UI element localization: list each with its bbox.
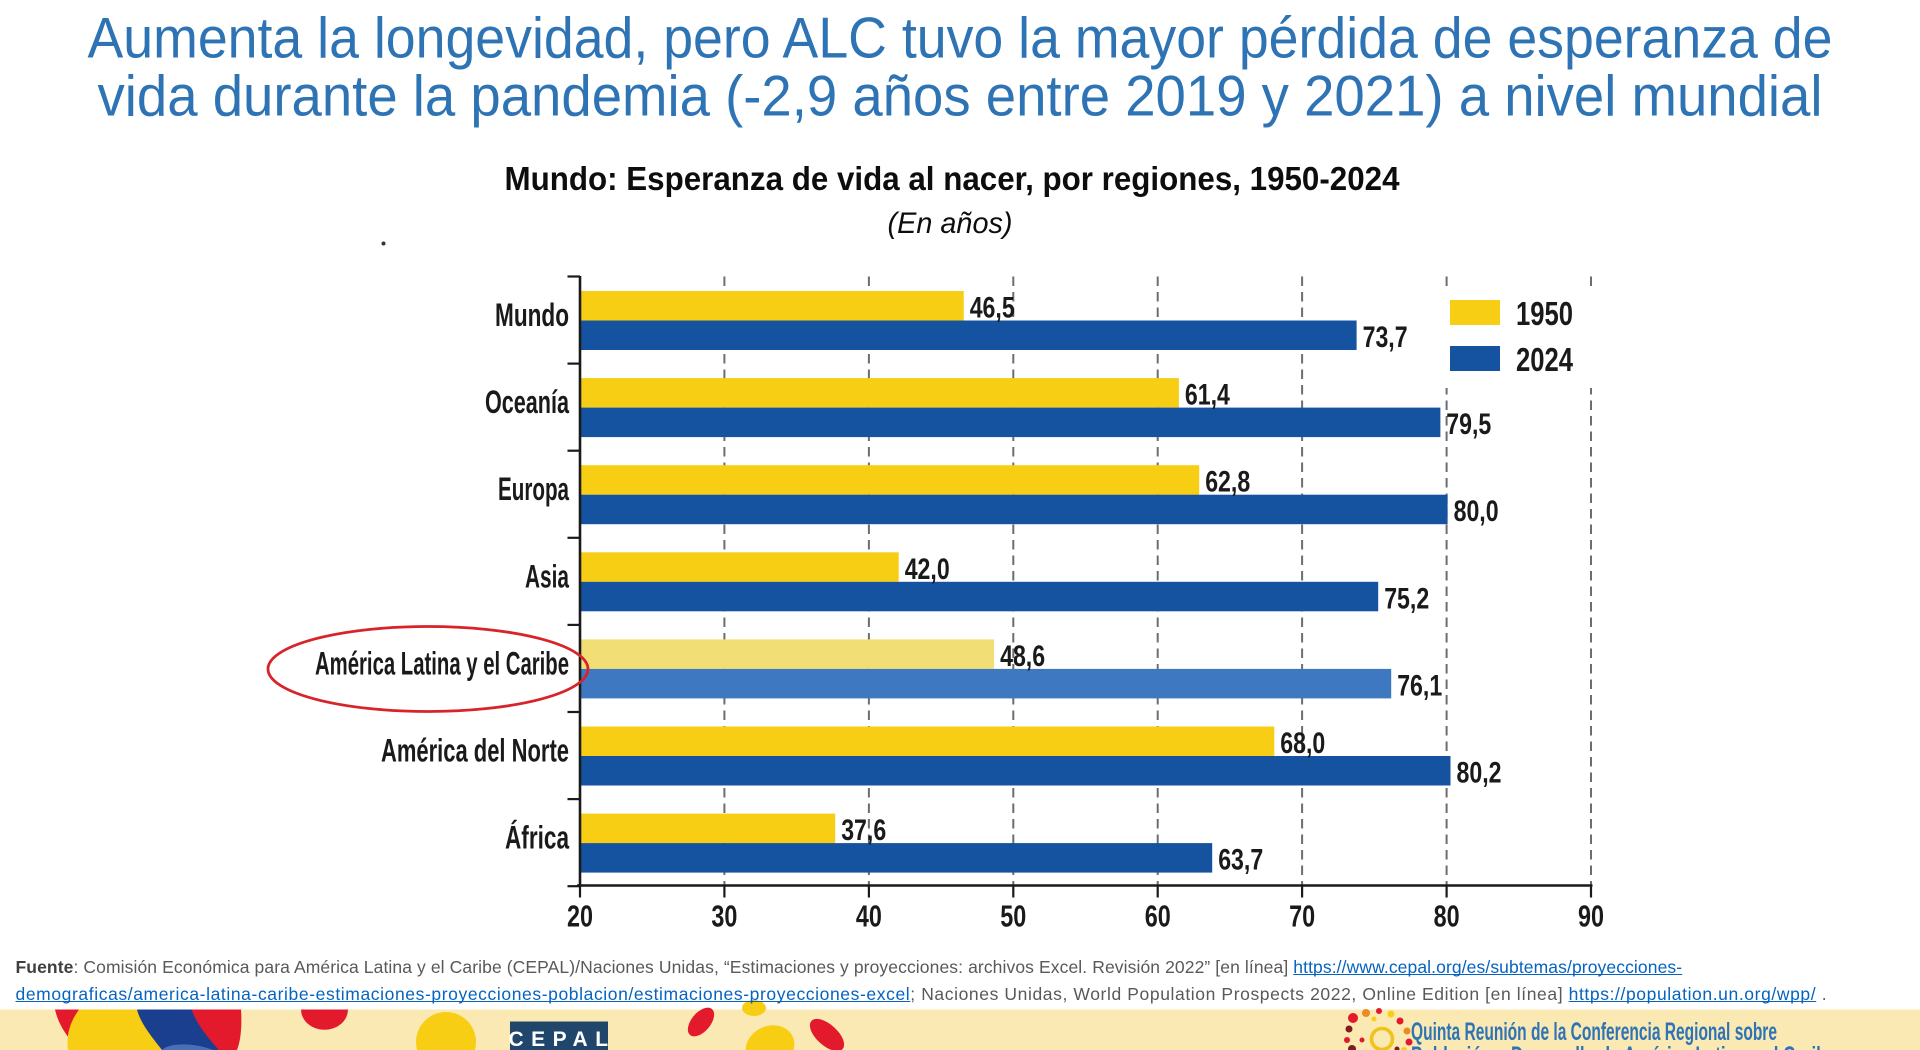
svg-text:76,1: 76,1	[1397, 669, 1442, 702]
svg-text:Quinta Reunión de la Conferenc: Quinta Reunión de la Conferencia Regiona…	[1411, 1018, 1777, 1046]
svg-text:60: 60	[1145, 899, 1171, 934]
svg-text:79,5: 79,5	[1446, 408, 1491, 441]
svg-text:80,2: 80,2	[1457, 757, 1502, 790]
svg-text:50: 50	[1000, 899, 1026, 934]
svg-text:África: África	[505, 820, 569, 856]
svg-text:75,2: 75,2	[1384, 582, 1429, 615]
svg-text:Mundo: Esperanza de vida al na: Mundo: Esperanza de vida al nacer, por r…	[505, 161, 1400, 198]
svg-text:(En años): (En años)	[888, 207, 1013, 240]
svg-text:48,6: 48,6	[1000, 640, 1045, 673]
svg-text:37,6: 37,6	[841, 814, 886, 847]
svg-text:Oceanía: Oceanía	[485, 384, 569, 420]
svg-text:Aumenta la longevidad, pero AL: Aumenta la longevidad, pero ALC tuvo la …	[88, 7, 1833, 71]
svg-text:46,5: 46,5	[970, 292, 1015, 325]
svg-text:30: 30	[711, 899, 737, 934]
svg-text:Mundo: Mundo	[495, 297, 569, 333]
svg-text:68,0: 68,0	[1280, 727, 1325, 760]
svg-text:73,7: 73,7	[1363, 321, 1408, 354]
svg-text:vida durante la pandemia (-2,9: vida durante la pandemia (-2,9 años entr…	[98, 65, 1823, 129]
svg-text:20: 20	[567, 899, 593, 934]
svg-text:80: 80	[1434, 899, 1460, 934]
svg-text:80,0: 80,0	[1454, 495, 1499, 528]
svg-text:Población y Desarrollo de Amér: Población y Desarrollo de América Latina…	[1411, 1042, 1836, 1050]
svg-text:Europa: Europa	[498, 471, 569, 507]
svg-text:40: 40	[856, 899, 882, 934]
svg-text:2024: 2024	[1516, 341, 1573, 378]
svg-text:CEPAL: CEPAL	[508, 1028, 615, 1050]
svg-text:Asia: Asia	[525, 558, 569, 594]
svg-text:90: 90	[1578, 899, 1604, 934]
svg-text:63,7: 63,7	[1218, 844, 1263, 877]
svg-text:42,0: 42,0	[905, 553, 950, 586]
svg-text:América Latina y el Caribe: América Latina y el Caribe	[315, 645, 569, 681]
svg-text:América del Norte: América del Norte	[381, 733, 569, 769]
svg-text:62,8: 62,8	[1205, 466, 1250, 499]
svg-text:1950: 1950	[1516, 295, 1573, 332]
svg-text:70: 70	[1289, 899, 1315, 934]
svg-text:61,4: 61,4	[1185, 379, 1230, 412]
